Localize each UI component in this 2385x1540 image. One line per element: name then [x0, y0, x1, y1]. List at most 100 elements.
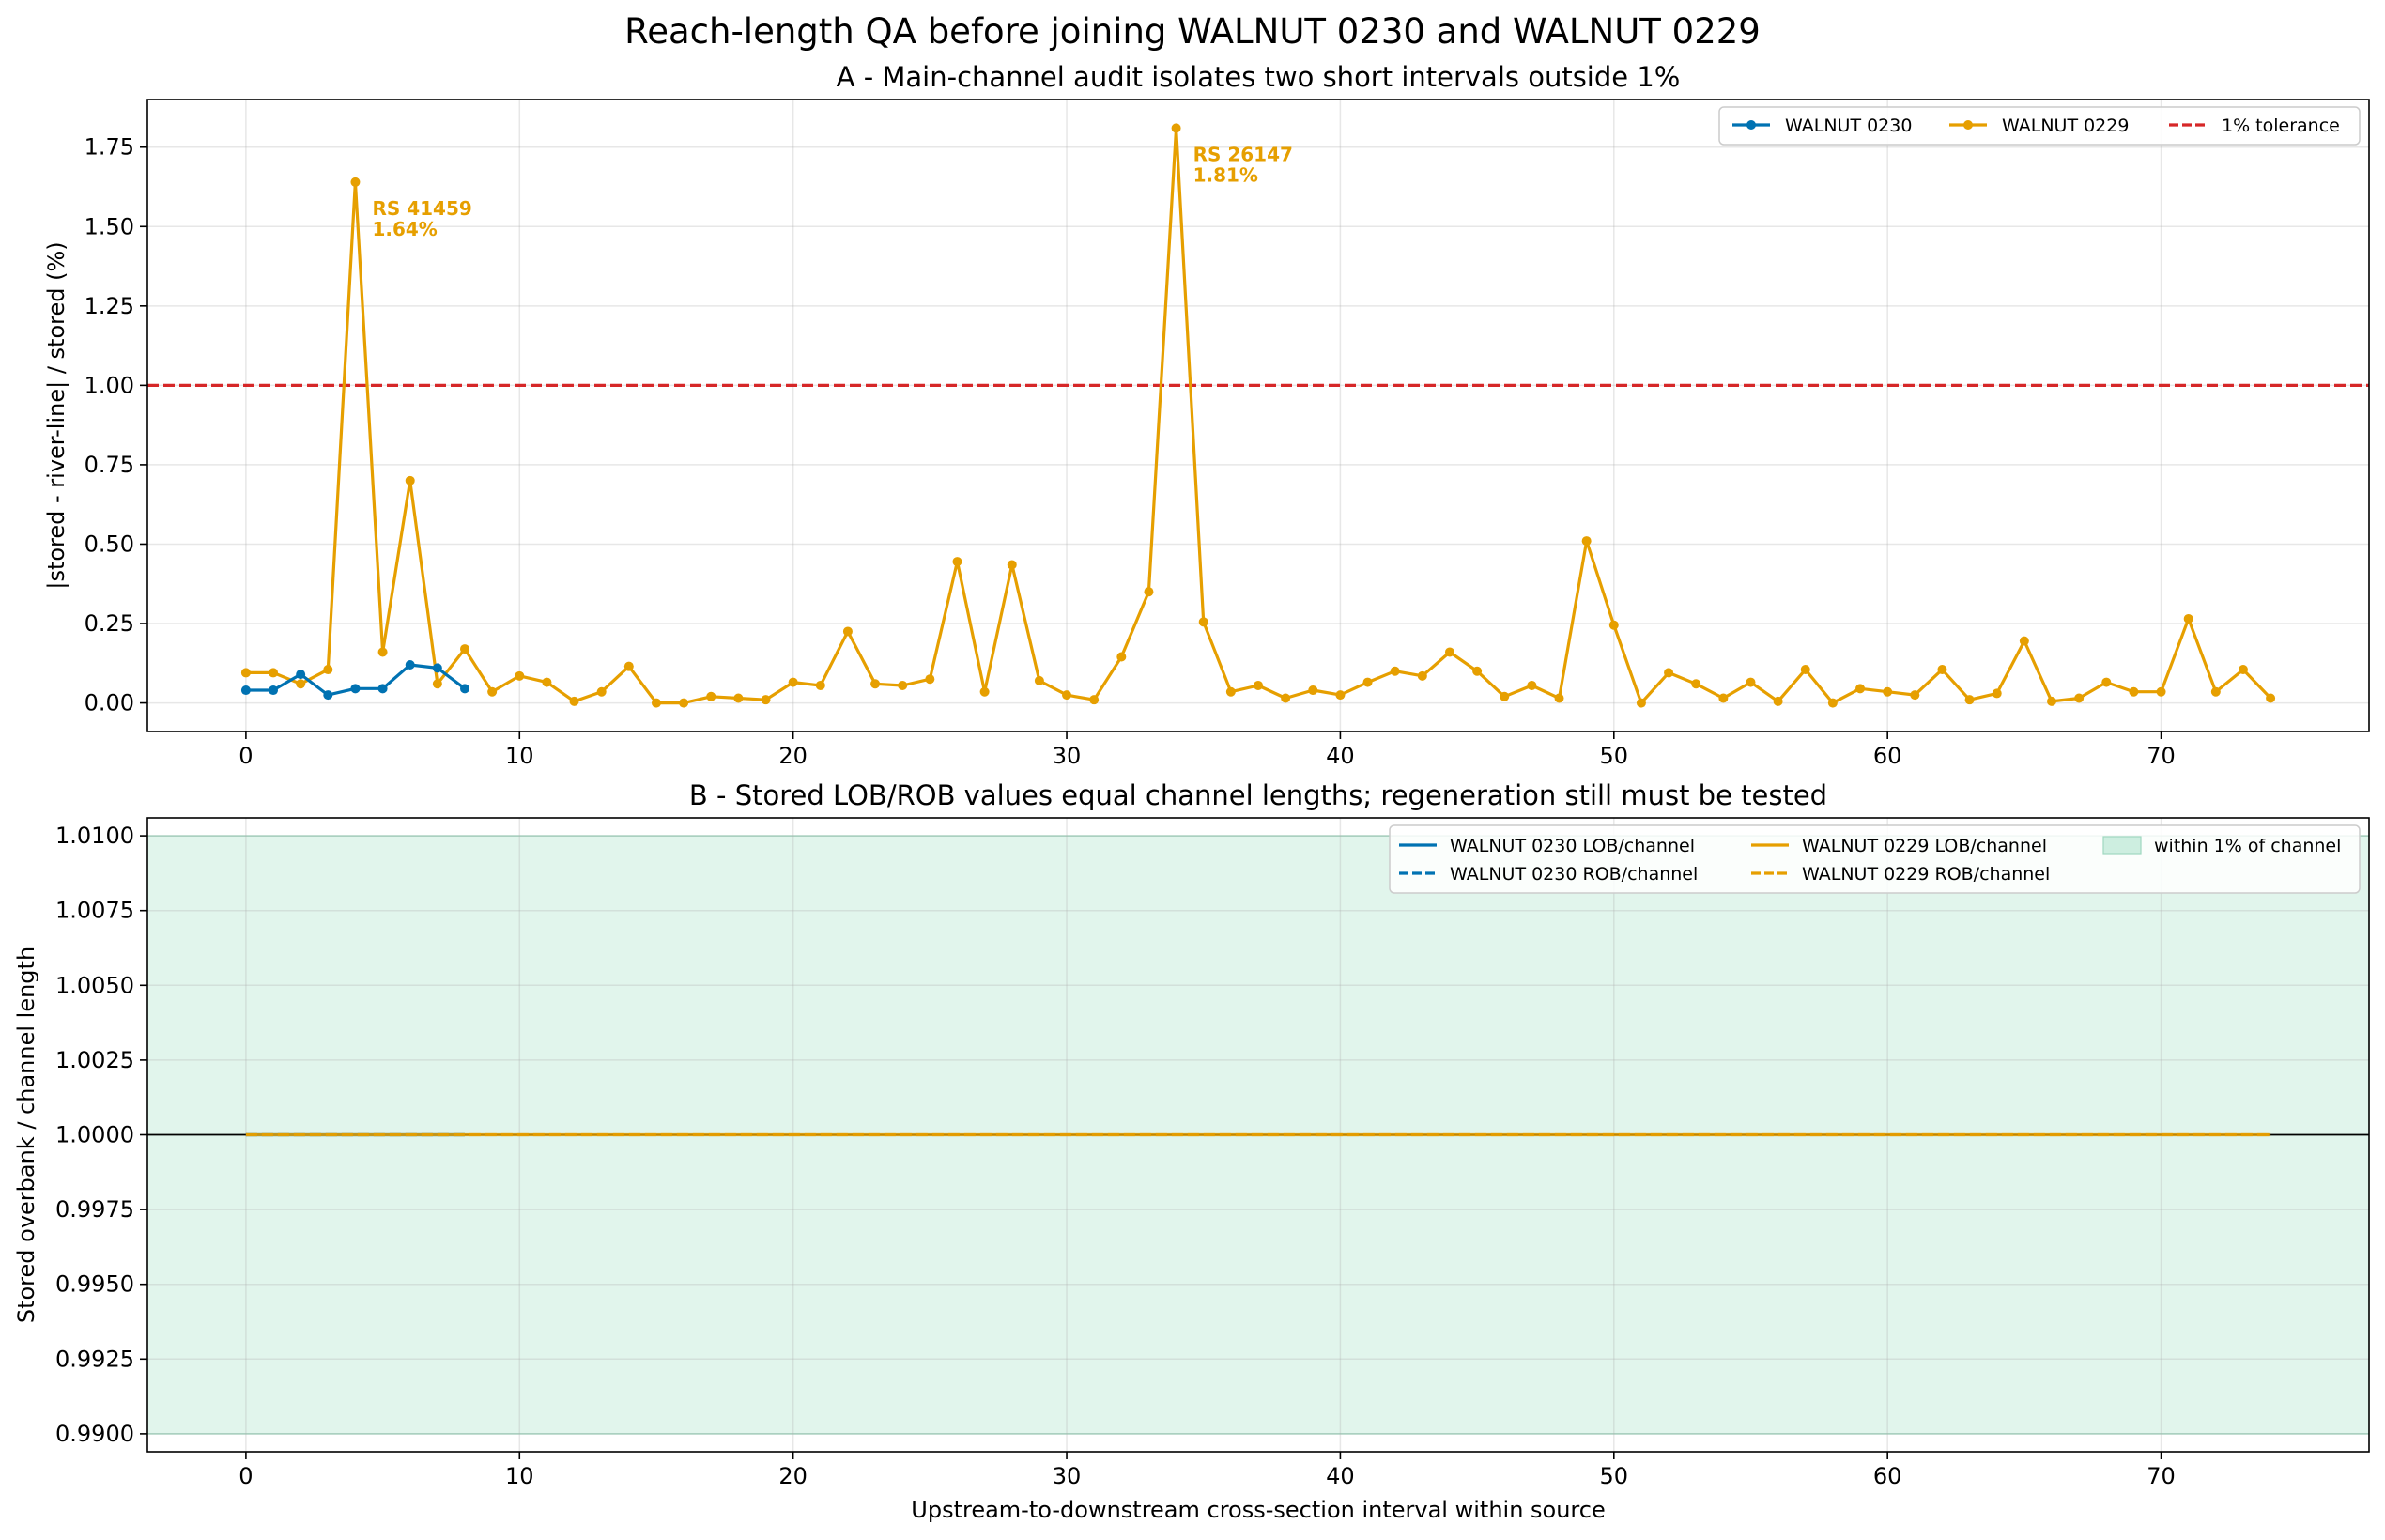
panel-a-walnut-0229-point	[240, 668, 251, 678]
panel-a-walnut-0229-point	[2238, 665, 2248, 675]
panel-a-walnut-0229-point	[1910, 690, 1920, 701]
panel-a-x-tick-label: 10	[505, 743, 534, 769]
panel-a-walnut-0229-point	[925, 674, 935, 685]
panel-a-walnut-0229-point	[405, 475, 415, 485]
panel-b-y-tick-label: 0.9975	[55, 1196, 134, 1223]
panel-a-walnut-0229-point	[1718, 693, 1729, 703]
panel-a-walnut-0229-point	[487, 686, 498, 697]
panel-a-axes-frame	[146, 99, 2370, 732]
panel-a-y-tick-label: 1.75	[85, 134, 134, 161]
panel-a-walnut-0229-point	[1964, 695, 1975, 705]
panel-a-legend-label-walnut-0229: WALNUT 0229	[2002, 116, 2129, 136]
panel-b-x-tick-label: 10	[505, 1463, 534, 1489]
panel-a-walnut-0230-point	[323, 690, 333, 701]
panel-b-x-tick-label: 20	[778, 1463, 808, 1489]
panel-a-legend-label-walnut-0230: WALNUT 0230	[1785, 116, 1912, 136]
panel-a-annotation-label: RS 41459	[372, 197, 471, 220]
panel-a-walnut-0229-point	[2047, 696, 2056, 706]
panel-a-walnut-0230-point	[377, 684, 388, 694]
panel-b-overbank-ratio: 0 10 20 30 40 50 60 70 0.9900 0.9925 0.9950 0.9975 1…	[13, 779, 2370, 1523]
panel-b-legend-label-walnut-0229-rob: WALNUT 0229 ROB/channel	[1802, 864, 2050, 885]
panel-a-walnut-0229-point	[569, 696, 579, 706]
panel-a-walnut-0229-point	[296, 679, 306, 689]
panel-a-walnut-0229-point	[1034, 675, 1044, 685]
panel-a-walnut-0229-point	[542, 677, 552, 687]
panel-a-walnut-0229-point	[788, 677, 798, 687]
panel-b-y-tick-label: 0.9950	[55, 1271, 134, 1298]
panel-a-walnut-0230-point	[432, 663, 442, 673]
panel-a-walnut-0229-point	[1937, 665, 1947, 675]
panel-b-y-tick-label: 1.0025	[55, 1047, 134, 1073]
panel-a-walnut-0229-point	[842, 626, 853, 637]
panel-a-walnut-0229-point	[1116, 652, 1127, 662]
panel-a-walnut-0229-point	[1362, 677, 1373, 687]
panel-a-annotation-label: RS 26147	[1193, 143, 1293, 165]
panel-b-y-tick-label: 1.0075	[55, 898, 134, 924]
panel-a-walnut-0229-point	[2129, 686, 2139, 697]
panel-a-series-walnut-0229-line	[245, 126, 2272, 705]
panel-a-y-axis-label: |stored - river-line| / stored (%)	[43, 241, 69, 589]
panel-b-x-tick-label: 70	[2146, 1463, 2176, 1489]
panel-a-walnut-0229-point	[1281, 693, 1291, 703]
panel-a-y-tick-label: 1.50	[85, 213, 134, 239]
panel-a-walnut-0229-point	[2101, 677, 2112, 687]
panel-a-legend-label-tolerance: 1% tolerance	[2222, 116, 2340, 136]
panel-a-walnut-0229-point	[2156, 686, 2166, 697]
panel-a-legend-marker-walnut-0229	[1963, 120, 1973, 130]
panel-a-walnut-0229-point	[350, 177, 361, 187]
panel-a-walnut-0229-point	[1992, 688, 2002, 699]
panel-a-y-tick-label: 0.50	[85, 531, 134, 557]
panel-b-legend-swatch-band	[2102, 836, 2142, 855]
panel-a-x-tick-label: 40	[1326, 743, 1355, 769]
panel-a-walnut-0230-point	[405, 659, 415, 670]
panel-a-walnut-0229-point	[596, 686, 607, 697]
panel-a-walnut-0229-point	[1855, 684, 1866, 694]
panel-a-walnut-0229-point	[733, 693, 744, 703]
panel-a-legend-marker-walnut-0230	[1746, 120, 1756, 130]
panel-a-walnut-0229-point	[1883, 686, 1893, 697]
panel-a-walnut-0229-point	[1171, 123, 1181, 133]
panel-a-walnut-0229-point	[952, 557, 962, 567]
panel-b-y-tick-label: 0.9900	[55, 1421, 134, 1447]
panel-a-walnut-0229-point	[1691, 679, 1701, 689]
panel-a-annotation-value: 1.81%	[1193, 163, 1258, 186]
panel-a-walnut-0229-point	[432, 679, 442, 689]
panel-b-legend-label-walnut-0229-lob: WALNUT 0229 LOB/channel	[1802, 836, 2047, 856]
panel-b-x-tick-label: 50	[1600, 1463, 1629, 1489]
panel-a-y-tick-label: 1.00	[85, 372, 134, 398]
panel-a-walnut-0230-point	[296, 670, 306, 680]
panel-a-x-tick-label: 60	[1873, 743, 1902, 769]
panel-a-walnut-0229-point	[1390, 666, 1400, 676]
panel-a-walnut-0229-point	[1636, 698, 1646, 708]
panel-b-y-tick-label: 1.0000	[55, 1122, 134, 1148]
panel-a-walnut-0229-point	[1417, 670, 1427, 681]
panel-a-walnut-0229-point	[1062, 690, 1072, 701]
panel-a-walnut-0229-point	[1007, 560, 1017, 570]
panel-a-walnut-0229-point	[323, 665, 333, 675]
panel-b-x-tick-label: 0	[238, 1463, 253, 1489]
panel-b-y-tick-label: 0.9925	[55, 1346, 134, 1372]
panel-b-x-axis-label: Upstream-to-downstream cross-section int…	[911, 1497, 1605, 1523]
panel-a-walnut-0229-point	[679, 698, 689, 708]
panel-a-walnut-0229-point	[460, 644, 469, 654]
panel-a-walnut-0229-point	[1308, 685, 1318, 696]
panel-b-legend-label-walnut-0230-rob: WALNUT 0230 ROB/channel	[1450, 864, 1698, 885]
panel-a-walnut-0229-point	[1144, 587, 1154, 597]
panel-a-walnut-0229-point	[2019, 636, 2029, 646]
panel-b-x-tick-label: 30	[1053, 1463, 1082, 1489]
panel-a-walnut-0229-point	[1500, 691, 1510, 701]
panel-a-legend-box	[1718, 106, 2361, 146]
panel-a-walnut-0229-point	[1444, 647, 1454, 657]
panel-b-title: B - Stored LOB/ROB values equal channel …	[689, 779, 1827, 811]
panel-b-y-tick-label: 1.0100	[55, 823, 134, 849]
panel-a-walnut-0229-point	[1664, 668, 1674, 678]
panel-b-x-tick-label: 60	[1873, 1463, 1902, 1489]
panel-b-legend-label-walnut-0230-lob: WALNUT 0230 LOB/channel	[1450, 836, 1695, 856]
panel-a-annotation-value: 1.64%	[372, 218, 437, 240]
panel-a-walnut-0229-point	[269, 668, 279, 678]
panel-a-walnut-0229-point	[377, 647, 388, 657]
panel-a-y-tick-label: 1.25	[85, 293, 134, 319]
panel-a-walnut-0229-point	[870, 679, 881, 689]
panel-a-walnut-0229-point	[2074, 693, 2085, 703]
